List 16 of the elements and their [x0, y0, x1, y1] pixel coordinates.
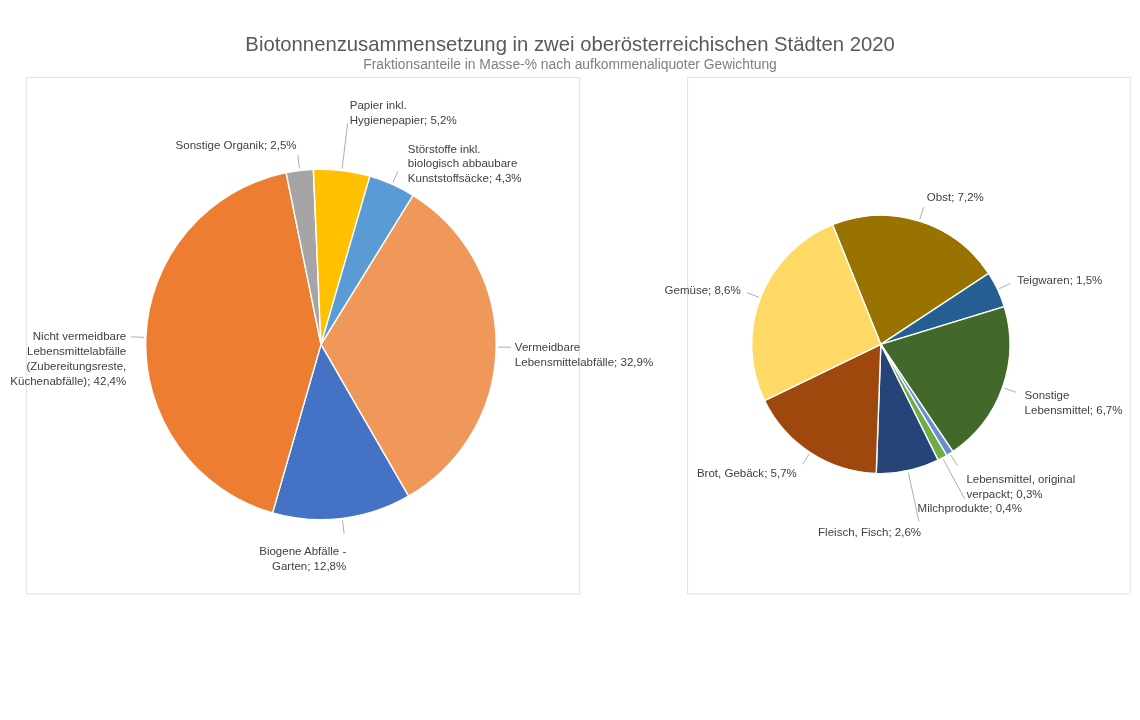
slice-label: Lebensmittel, original verpackt; 0,3%: [966, 473, 1076, 501]
slice-label: Nicht vermeidbare Lebensmittelabfälle (Zubereitungsreste, Küchenabfälle); 42,4%: [10, 330, 127, 387]
slice-label: Sonstige Lebensmittel; 6,7%: [1024, 389, 1123, 416]
chart-subtitle: Fraktionsanteile in Masse-% nach aufkommenaliquoter Gewichtung: [363, 56, 777, 73]
slice-label: Milchprodukte; 0,4%: [917, 501, 1022, 514]
slice-label: Teigwaren; 1,5%: [1017, 273, 1103, 286]
slice-label: Papier inkl. Hygienepapier; 5,2%: [349, 99, 457, 126]
slice-label: Biogene Abfälle - Garten; 12,8%: [259, 544, 347, 572]
slice-label: Fleisch, Fisch; 2,6%: [818, 525, 922, 538]
slice-label: Brot, Gebäck; 5,7%: [696, 466, 797, 479]
slice-label: Gemüse; 8,6%: [664, 283, 741, 296]
slice-label: Obst; 7,2%: [926, 190, 984, 203]
slice-label: Vermeidbare Lebensmittelabfälle; 32,9%: [514, 340, 654, 368]
slice-label: Sonstige Organik; 2,5%: [175, 138, 297, 151]
chart-title: Biotonnenzusammensetzung in zwei oberösterreichischen Städten 2020: [245, 32, 895, 55]
slice-label: Störstoffe inkl. biologisch abbaubare Kunststoffsäcke; 4,3%: [407, 142, 522, 185]
